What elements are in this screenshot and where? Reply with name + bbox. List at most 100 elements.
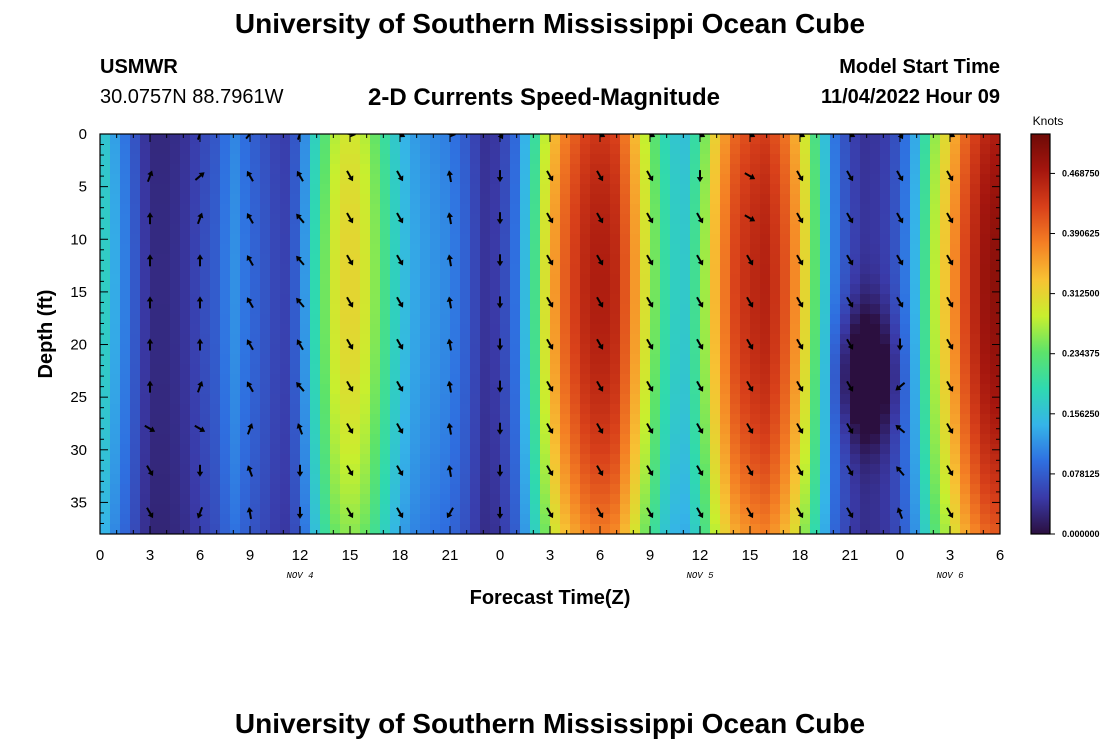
heatmap-cell — [560, 374, 571, 385]
heatmap-cell — [720, 164, 731, 175]
heatmap-cell — [360, 134, 371, 145]
heatmap-cell — [500, 264, 511, 275]
heatmap-cell — [350, 174, 361, 185]
heatmap-cell — [650, 164, 661, 175]
heatmap-cell — [980, 134, 991, 145]
heatmap-cell — [740, 464, 751, 475]
heatmap-cell — [490, 304, 501, 315]
arrow-head — [347, 217, 354, 224]
heatmap-cell — [910, 144, 921, 155]
heatmap-cell — [870, 404, 881, 415]
heatmap-cell — [850, 444, 861, 455]
heatmap-cell — [310, 204, 321, 215]
heatmap-cell — [250, 474, 261, 485]
current-arrow — [396, 296, 404, 308]
arrow-head — [797, 175, 804, 182]
heatmap-cell — [290, 174, 301, 185]
heatmap-cell — [150, 194, 161, 205]
heatmap-cell — [180, 334, 191, 345]
heatmap-cell — [750, 294, 761, 305]
heatmap-cell — [920, 134, 931, 145]
heatmap-cell — [960, 264, 971, 275]
heatmap-cell — [930, 134, 941, 145]
heatmap-cell — [670, 524, 681, 534]
heatmap-cell — [690, 424, 701, 435]
heatmap-cell — [790, 374, 801, 385]
heatmap-cell — [940, 494, 951, 505]
heatmap-cell — [350, 474, 361, 485]
heatmap-cell — [210, 374, 221, 385]
heatmap-cell — [550, 514, 561, 525]
heatmap-cell — [340, 224, 351, 235]
heatmap-cell — [250, 454, 261, 465]
heatmap-cell — [270, 394, 281, 405]
heatmap-cell — [510, 394, 521, 405]
arrow-head — [647, 301, 654, 308]
heatmap-cell — [550, 224, 561, 235]
heatmap-cell — [440, 364, 451, 375]
heatmap-cell — [600, 204, 611, 215]
heatmap-cell — [890, 164, 901, 175]
heatmap-cell — [580, 354, 591, 365]
arrow-head — [246, 213, 253, 219]
heatmap-cell — [680, 134, 691, 145]
heatmap-cell — [610, 424, 621, 435]
heatmap-cell — [640, 164, 651, 175]
heatmap-cell — [890, 244, 901, 255]
heatmap-cell — [800, 204, 811, 215]
heatmap-cell — [350, 184, 361, 195]
heatmap-cell — [650, 144, 661, 155]
heatmap-cell — [850, 424, 861, 435]
heatmap-cell — [350, 354, 361, 365]
heatmap-cell — [720, 334, 731, 345]
heatmap-cell — [710, 134, 721, 145]
heatmap-cell — [450, 494, 461, 505]
heatmap-cell — [500, 504, 511, 515]
heatmap-cell — [620, 474, 631, 485]
heatmap-cell — [710, 284, 721, 295]
current-arrow — [396, 212, 404, 224]
heatmap-cell — [910, 174, 921, 185]
arrow-head — [496, 303, 504, 309]
heatmap-cell — [920, 394, 931, 405]
heatmap-cell — [630, 214, 641, 225]
arrow-head — [847, 385, 854, 392]
heatmap-cell — [590, 194, 601, 205]
current-arrow — [696, 254, 704, 266]
heatmap-cell — [250, 464, 261, 475]
heatmap-cell — [170, 414, 181, 425]
heatmap-cell — [330, 414, 341, 425]
current-arrow — [346, 380, 354, 392]
heatmap-cell — [900, 284, 911, 295]
heatmap-cell — [780, 254, 791, 265]
heatmap-cell — [900, 384, 911, 395]
heatmap-cell — [170, 434, 181, 445]
heatmap-cell — [750, 134, 761, 145]
heatmap-cell — [680, 314, 691, 325]
heatmap-cell — [280, 194, 291, 205]
heatmap-cell — [620, 214, 631, 225]
heatmap-cell — [800, 434, 811, 445]
heatmap-cell — [840, 284, 851, 295]
heatmap-cell — [690, 344, 701, 355]
heatmap-cell — [530, 524, 541, 534]
current-arrow — [546, 465, 554, 476]
heatmap-cell — [930, 304, 941, 315]
heatmap-cell — [960, 224, 971, 235]
heatmap-cell — [600, 254, 611, 265]
heatmap-cell — [840, 384, 851, 395]
heatmap-cell — [780, 154, 791, 165]
heatmap-cell — [650, 374, 661, 385]
heatmap-cell — [810, 354, 821, 365]
heatmap-cell — [720, 474, 731, 485]
heatmap-cell — [870, 374, 881, 385]
heatmap-cell — [510, 234, 521, 245]
heatmap-cell — [670, 504, 681, 515]
current-arrow — [146, 338, 154, 351]
heatmap-cell — [370, 524, 381, 534]
heatmap-cell — [560, 134, 571, 145]
heatmap-cell — [250, 284, 261, 295]
heatmap-cell — [800, 314, 811, 325]
heatmap-cell — [130, 164, 141, 175]
heatmap-cell — [740, 244, 751, 255]
